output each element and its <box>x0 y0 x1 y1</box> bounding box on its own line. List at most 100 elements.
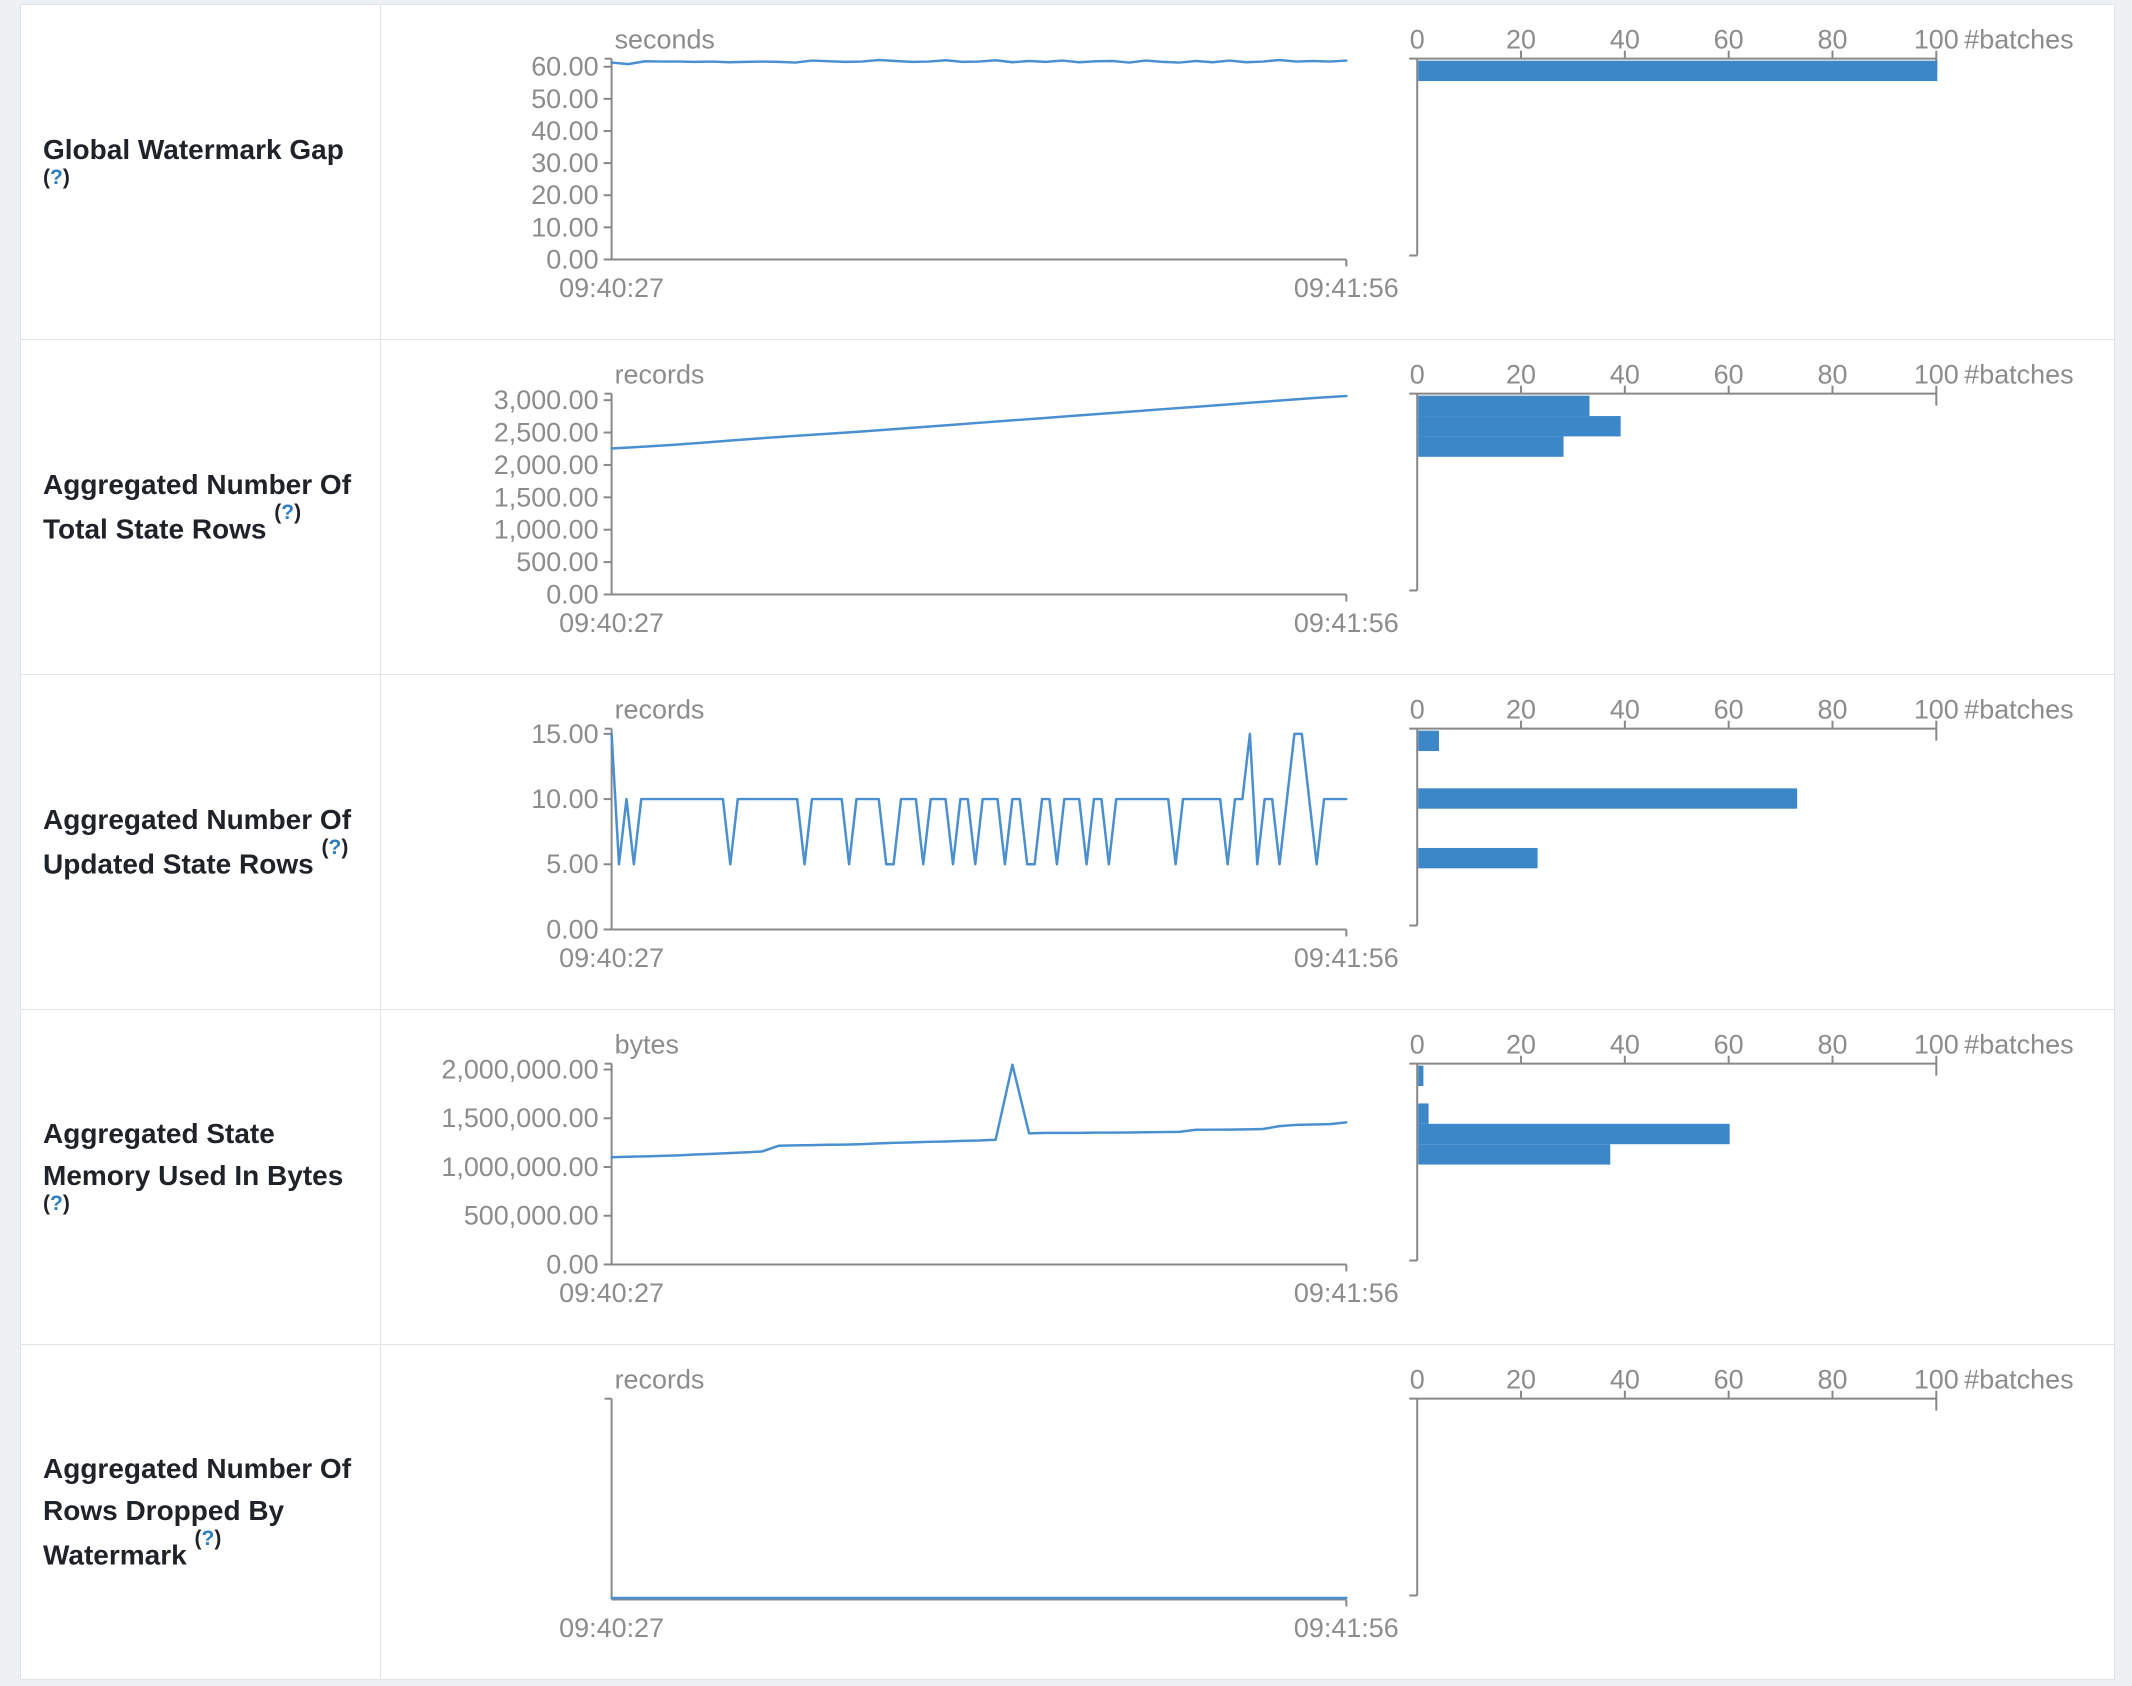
histogram-bar <box>1418 1123 1730 1145</box>
help-paren-open: ( <box>321 835 329 859</box>
y-axis-tick-label: 500.00 <box>516 547 598 577</box>
y-axis-unit-label: records <box>615 695 705 725</box>
histogram-axis-tick-label: 20 <box>1506 25 1536 55</box>
histogram-axis-tick-label: 0 <box>1410 1365 1425 1395</box>
histogram-axis-tick-label: 60 <box>1714 25 1744 55</box>
help-link[interactable]: ? <box>50 1191 63 1215</box>
help-badge: (?) <box>274 501 301 524</box>
histogram-axis-unit-label: #batches <box>1964 1030 2073 1060</box>
histogram-axis-tick-label: 80 <box>1818 695 1848 725</box>
metric-label-cell: Aggregated State Memory Used In Bytes (?… <box>21 1010 381 1344</box>
histogram-axis-tick-label: 0 <box>1410 25 1425 55</box>
timeline-line <box>610 58 1348 66</box>
x-axis-start-time-label: 09:40:27 <box>559 943 664 973</box>
x-axis-start-time-label: 09:40:27 <box>559 273 664 303</box>
histogram-axis-tick-label: 20 <box>1506 360 1536 390</box>
help-link[interactable]: ? <box>281 500 295 524</box>
x-axis-start-time-label: 09:40:27 <box>559 1278 664 1308</box>
y-axis-tick-label: 3,000.00 <box>494 385 599 415</box>
y-axis-tick-label: 0.00 <box>546 914 598 944</box>
histogram-bar <box>1418 788 1798 809</box>
help-link[interactable]: ? <box>328 835 342 859</box>
y-axis-unit-label: records <box>615 1365 705 1395</box>
help-link[interactable]: ? <box>201 1526 215 1550</box>
histogram-axis-tick-label: 80 <box>1818 1030 1848 1060</box>
histogram-bar <box>1418 730 1439 752</box>
histogram-axis-tick-label: 80 <box>1818 360 1848 390</box>
x-axis-end-time-label: 09:41:56 <box>1294 943 1399 973</box>
y-axis-tick-label: 2,000.00 <box>494 450 599 480</box>
timeline-line <box>610 732 1348 866</box>
x-axis-end-time-label: 09:41:56 <box>1294 1278 1399 1308</box>
help-paren-open: ( <box>274 500 282 524</box>
histogram-axis-tick-label: 100 <box>1914 1365 1959 1395</box>
chart-cell: bytes 0.00 500,000.00 1,000,000.00 1,500,000… <box>381 1010 2114 1344</box>
histogram-axis-tick-label: 40 <box>1610 1365 1640 1395</box>
help-paren-close: ) <box>62 1191 70 1215</box>
y-axis-tick-label: 50.00 <box>531 84 598 114</box>
histogram-bar <box>1418 847 1538 869</box>
x-axis-end-time-label: 09:41:56 <box>1294 273 1399 303</box>
histogram-axis-tick-label: 0 <box>1410 360 1425 390</box>
y-axis-tick-label: 500,000.00 <box>464 1201 599 1231</box>
y-axis-tick-label: 40.00 <box>531 116 598 146</box>
metric-row-rows-dropped-by-watermark: Aggregated Number Of Rows Dropped By Wat… <box>21 1345 2114 1679</box>
y-axis-tick-label: 20.00 <box>531 180 598 210</box>
y-axis-tick-label: 15.00 <box>531 719 598 749</box>
histogram-axis-tick-label: 80 <box>1818 25 1848 55</box>
histogram-axis-tick-label: 20 <box>1506 1030 1536 1060</box>
y-axis-tick-label: 60.00 <box>531 52 598 82</box>
chart-cell: records 09:40:27 09:41:56 0 20 40 60 80 100 #batc… <box>381 1345 2114 1679</box>
x-axis-start-time-label: 09:40:27 <box>559 1613 664 1643</box>
help-badge: (?) <box>321 836 348 859</box>
histogram-axis-tick-label: 100 <box>1914 25 1959 55</box>
histogram-axis-tick-label: 60 <box>1714 360 1744 390</box>
metric-title: Global Watermark Gap <box>43 133 344 165</box>
histogram-axis-tick-label: 80 <box>1818 1365 1848 1395</box>
metric-row-global-watermark-gap: Global Watermark Gap (?) seconds 0.00 10.0… <box>21 5 2114 340</box>
metric-label-cell: Aggregated Number Of Total State Rows (?… <box>21 340 381 674</box>
metric-row-updated-state-rows: Aggregated Number Of Updated State Rows … <box>21 675 2114 1010</box>
y-axis-tick-label: 30.00 <box>531 148 598 178</box>
y-axis-tick-label: 5.00 <box>546 849 598 879</box>
histogram-axis-tick-label: 0 <box>1410 695 1425 725</box>
metric-row-state-memory-used: Aggregated State Memory Used In Bytes (?… <box>21 1010 2114 1345</box>
metric-row-total-state-rows: Aggregated Number Of Total State Rows (?… <box>21 340 2114 675</box>
help-badge: (?) <box>43 1192 70 1215</box>
x-axis-end-time-label: 09:41:56 <box>1294 608 1399 638</box>
help-paren-open: ( <box>194 1526 202 1550</box>
histogram-axis-tick-label: 20 <box>1506 695 1536 725</box>
histogram-axis-tick-label: 100 <box>1914 1030 1959 1060</box>
x-axis-start-time-label: 09:40:27 <box>559 608 664 638</box>
chart-cell: seconds 0.00 10.00 20.00 30.00 40.00 50.00 60.0… <box>381 5 2114 339</box>
timeline-and-histogram-chart: records 09:40:27 09:41:56 0 20 40 60 80 100 #batc… <box>559 1365 2073 1643</box>
y-axis-tick-label: 10.00 <box>531 784 598 814</box>
timeline-and-histogram-chart: bytes 0.00 500,000.00 1,000,000.00 1,500,000… <box>441 1030 2073 1308</box>
histogram-axis-unit-label: #batches <box>1964 360 2073 390</box>
help-badge: (?) <box>194 1527 221 1550</box>
metrics-table: Global Watermark Gap (?) seconds 0.00 10.0… <box>20 4 2115 1680</box>
timeline-and-histogram-chart: seconds 0.0010.0020.0030.0040.0050.0060.0… <box>531 25 2073 303</box>
timeline-and-histogram-chart: records 0.00 5.00 10.00 15.00 09:40:27 09:41:5… <box>531 695 2073 973</box>
histogram-axis-unit-label: #batches <box>1964 695 2073 725</box>
histogram-axis-tick-label: 20 <box>1506 1365 1536 1395</box>
metric-label-cell: Aggregated Number Of Updated State Rows … <box>21 675 381 1009</box>
y-axis-tick-label: 1,000.00 <box>494 515 599 545</box>
histogram-axis-tick-label: 40 <box>1610 1030 1640 1060</box>
y-axis-tick-label: 2,500.00 <box>494 418 599 448</box>
histogram-bar <box>1418 1065 1424 1087</box>
help-link[interactable]: ? <box>50 165 63 189</box>
histogram-axis-tick-label: 40 <box>1610 360 1640 390</box>
timeline-and-histogram-chart: records 0.00500.001,000.001,500.002,000.0… <box>494 360 2074 638</box>
histogram-bar <box>1418 1144 1611 1165</box>
help-badge: (?) <box>43 166 70 189</box>
metric-title: Aggregated State Memory Used In Bytes <box>43 1117 344 1191</box>
histogram-axis-tick-label: 60 <box>1714 1030 1744 1060</box>
y-axis-tick-label: 0.00 <box>546 579 598 609</box>
y-axis-tick-label: 0.00 <box>546 1249 598 1279</box>
y-axis-unit-label: records <box>615 360 705 390</box>
y-axis-tick-label: 2,000,000.00 <box>441 1055 598 1085</box>
histogram-axis-tick-label: 60 <box>1714 1365 1744 1395</box>
chart-cell: records 0.00 500.00 1,000.00 1,500.00 2,000.0… <box>381 340 2114 674</box>
